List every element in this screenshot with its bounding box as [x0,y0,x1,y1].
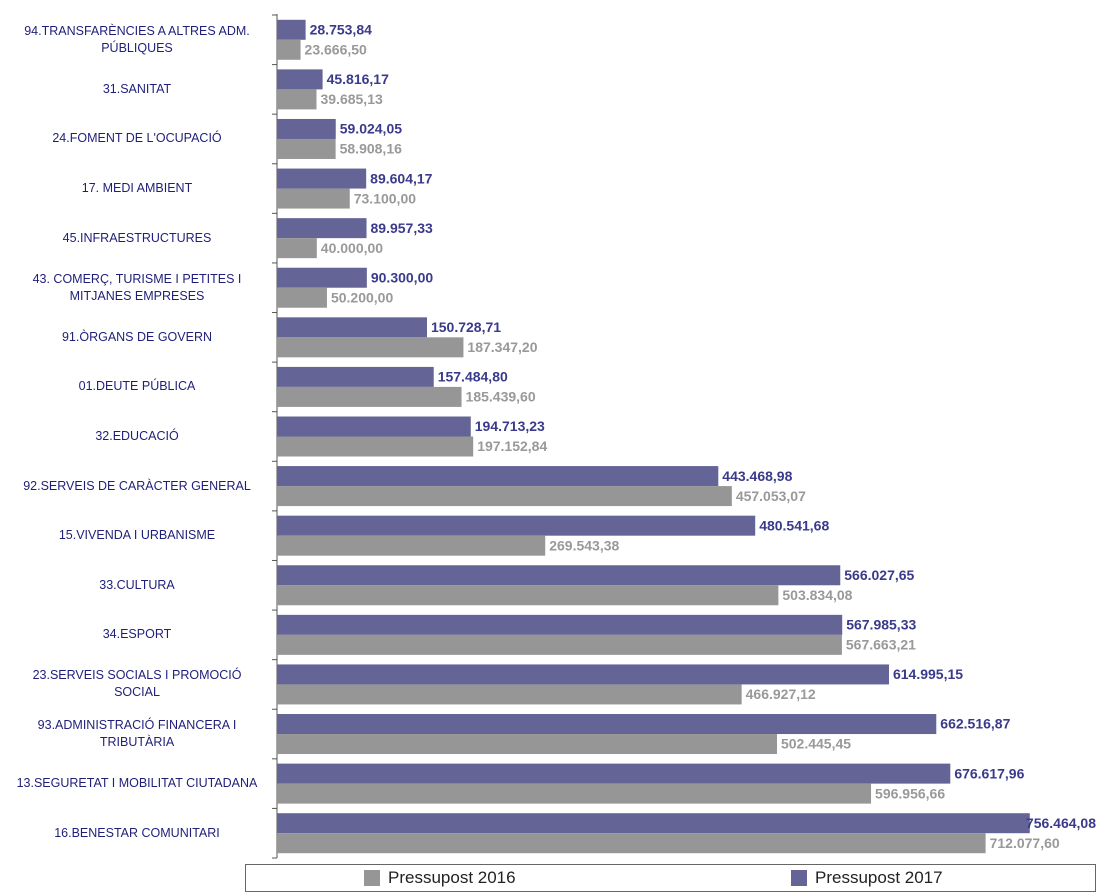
legend-label: Pressupost 2016 [388,868,516,887]
bar [277,535,546,556]
value-label: 457.053,07 [736,488,806,504]
value-label: 662.516,87 [940,716,1010,732]
bar [277,634,842,655]
bar [277,19,306,40]
value-label: 567.663,21 [846,637,916,653]
bar [277,69,323,90]
bar [277,436,474,457]
bar [277,813,1030,834]
bar [277,565,841,586]
value-label: 567.985,33 [846,617,916,633]
bar [277,416,471,437]
bar [277,714,937,735]
value-label: 480.541,68 [759,517,829,533]
value-label: 40.000,00 [321,240,383,256]
value-label: 197.152,84 [477,438,547,454]
value-label: 185.439,60 [466,389,536,405]
category-label: 43. COMERÇ, TURISME I PETITES I MITJANES… [32,271,242,303]
value-label: 39.685,13 [320,91,382,107]
category-label: 32.EDUCACIÓ [95,428,179,443]
legend-swatch [791,870,807,886]
bar [277,763,951,784]
category-label: 92.SERVEIS DE CARÀCTER GENERAL [23,478,251,493]
bar [277,118,336,139]
category-label: 01.DEUTE PÚBLICA [78,379,196,394]
category-label: 31.SANITAT [102,81,172,96]
bar [277,168,367,189]
category-label: 13.SEGURETAT I MOBILITAT CIUTADANA [16,776,258,791]
bar [277,734,777,755]
category-label: 34.ESPORT [102,627,172,642]
bar [277,466,719,487]
category-label: 93.ADMINISTRACIÓ FINANCERA I TRIBUTÀRIA [37,718,237,750]
category-label: 23.SERVEIS SOCIALS I PROMOCIÓ SOCIAL [32,668,242,700]
bar [277,486,732,507]
value-label: 443.468,98 [722,468,792,484]
value-label: 28.753,84 [310,21,372,37]
value-label: 614.995,15 [893,666,963,682]
legend-label: Pressupost 2017 [815,868,943,887]
value-label: 187.347,20 [467,339,537,355]
value-label: 756.464,08 [1026,815,1096,831]
bar [277,366,434,387]
value-label: 45.816,17 [327,71,389,87]
legend: Pressupost 2016 Pressupost 2017 [245,864,1096,892]
value-label: 58.908,16 [340,141,402,157]
bar [277,337,464,358]
value-label: 502.445,45 [781,736,851,752]
bar [277,386,462,407]
bar [277,585,779,606]
value-label: 194.713,23 [475,418,545,434]
value-label: 73.100,00 [354,190,416,206]
bar [277,317,427,338]
category-label: 94.TRANSFARÈNCIES A ALTRES ADM. PÚBLIQUE… [24,23,250,55]
legend-swatch [364,870,380,886]
value-label: 712.077,60 [990,835,1060,851]
bar [277,783,872,804]
category-label: 17. MEDI AMBIENT [81,181,193,196]
bar [277,138,336,159]
category-label: 24.FOMENT DE L'OCUPACIÓ [52,131,222,146]
value-label: 23.666,50 [305,41,367,57]
value-label: 596.956,66 [875,785,945,801]
value-label: 90.300,00 [371,269,433,285]
bar [277,218,367,239]
value-label: 466.927,12 [746,686,816,702]
category-label: 15.VIVENDA I URBANISME [58,528,216,543]
value-label: 150.728,71 [431,319,501,335]
category-label: 45.INFRAESTRUCTURES [62,230,212,245]
bar [277,515,756,536]
bar [277,39,301,60]
bar [277,684,742,705]
bar [277,89,317,110]
legend-item: Pressupost 2017 [791,868,943,888]
legend-item: Pressupost 2016 [364,868,516,888]
bar [277,664,889,685]
value-label: 566.027,65 [844,567,914,583]
bar [277,188,350,209]
bar [277,833,986,854]
value-label: 89.604,17 [370,170,432,186]
value-label: 157.484,80 [438,369,508,385]
value-label: 676.617,96 [954,765,1024,781]
value-label: 89.957,33 [371,220,433,236]
bar [277,614,843,635]
category-label: 91.ÒRGANS DE GOVERN [61,329,213,344]
value-label: 503.834,08 [782,587,852,603]
bar [277,287,327,308]
bar [277,238,317,259]
value-label: 59.024,05 [340,121,402,137]
bar [277,267,367,288]
category-label: 16.BENESTAR COMUNITARI [54,825,220,840]
category-label: 33.CULTURA [99,577,175,592]
value-label: 50.200,00 [331,289,393,305]
value-label: 269.543,38 [549,537,619,553]
